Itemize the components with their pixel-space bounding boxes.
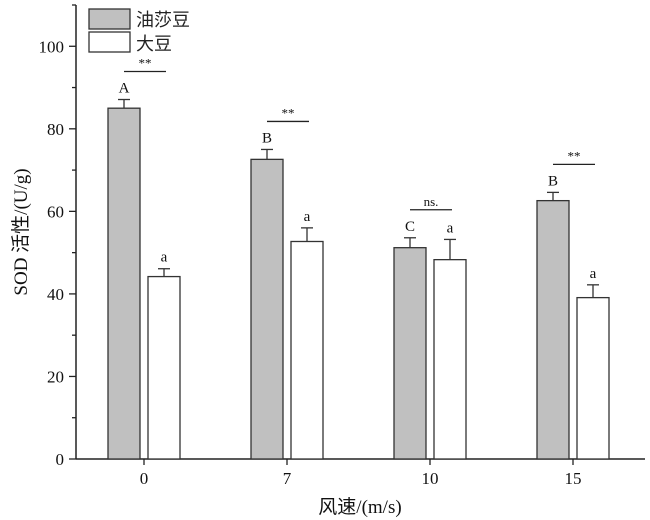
x-tick-label: 7 bbox=[283, 469, 292, 488]
bar-youshadou bbox=[393, 247, 427, 460]
bar-soybean bbox=[433, 259, 467, 460]
legend-label-soybean: 大豆 bbox=[136, 34, 172, 54]
y-tick-label: 100 bbox=[39, 37, 65, 56]
significance-letter: a bbox=[447, 220, 454, 236]
significance-letter: C bbox=[405, 219, 415, 235]
significance-letter: B bbox=[262, 130, 272, 146]
x-axis-label: 风速/(m/s) bbox=[318, 496, 401, 518]
significance-letter: a bbox=[161, 250, 168, 266]
bar-youshadou bbox=[107, 107, 141, 460]
legend: 油莎豆 大豆 bbox=[88, 8, 190, 54]
significance-letter: a bbox=[590, 266, 597, 282]
significance-mark: ns. bbox=[424, 194, 439, 209]
bar-youshadou bbox=[250, 158, 284, 460]
y-tick-label: 60 bbox=[47, 202, 64, 221]
bars bbox=[107, 98, 610, 460]
significance-mark: ** bbox=[282, 105, 295, 120]
x-tick-label: 10 bbox=[422, 469, 439, 488]
bar-soybean bbox=[576, 296, 610, 460]
y-tick-label: 80 bbox=[47, 120, 64, 139]
significance-mark: ** bbox=[568, 148, 581, 163]
legend-label-youshadou: 油莎豆 bbox=[136, 10, 190, 30]
annotations: Aa ** Ba ** C a ns. Ba ** bbox=[119, 56, 597, 282]
y-tick-label: 0 bbox=[56, 450, 65, 469]
significance-mark: ** bbox=[139, 56, 152, 71]
y-tick-label: 20 bbox=[47, 367, 64, 386]
bar-soybean bbox=[147, 275, 181, 460]
y-axis-label: SOD 活性/(U/g) bbox=[10, 168, 32, 295]
significance-letter: a bbox=[304, 209, 311, 225]
legend-swatch-youshadou bbox=[88, 8, 131, 30]
x-tick-label: 0 bbox=[140, 469, 149, 488]
bar-soybean bbox=[290, 240, 324, 460]
significance-letter: B bbox=[548, 173, 558, 189]
bar-youshadou bbox=[536, 199, 570, 460]
legend-swatch-soybean bbox=[88, 31, 131, 53]
y-tick-label: 40 bbox=[47, 285, 64, 304]
x-tick-label: 15 bbox=[565, 469, 582, 488]
significance-letter: A bbox=[119, 81, 130, 97]
